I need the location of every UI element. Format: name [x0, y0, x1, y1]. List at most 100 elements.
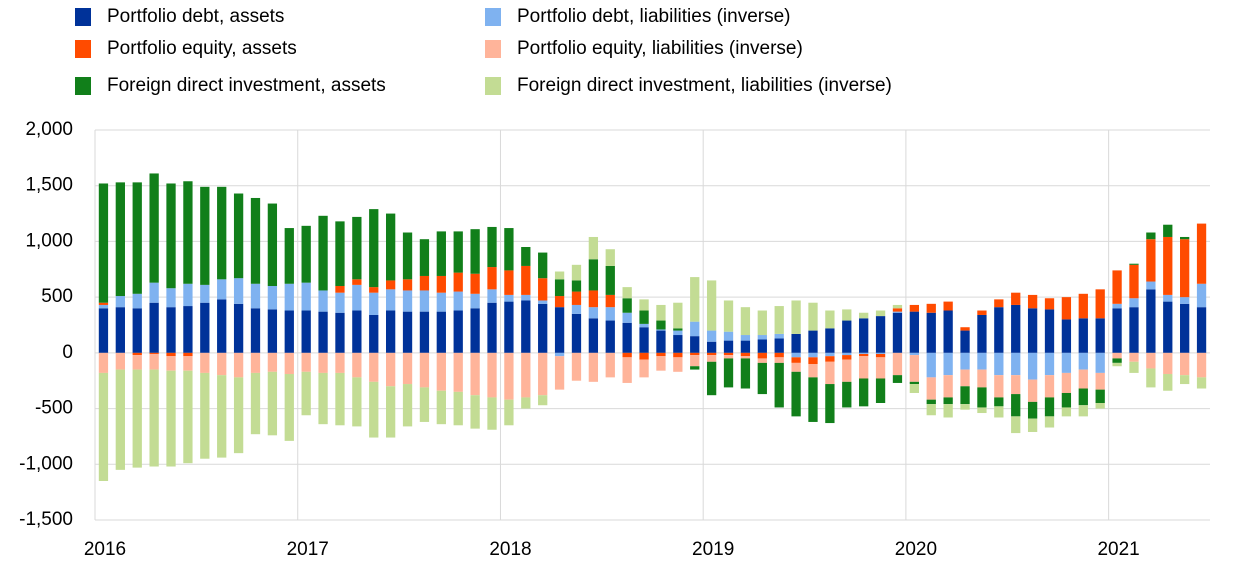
- bar-segment: [1061, 392, 1072, 408]
- bar-segment: [943, 404, 953, 418]
- bar-segment: [723, 331, 734, 341]
- bar-segment: [538, 352, 548, 396]
- legend-label: Foreign direct investment, liabilities (…: [517, 75, 892, 96]
- bar-segment: [791, 352, 801, 358]
- bar-segment: [723, 300, 734, 332]
- bar-segment: [1146, 232, 1156, 240]
- bar-segment: [470, 229, 480, 274]
- bar-segment: [521, 247, 531, 266]
- bar-segment: [149, 369, 159, 467]
- bar-segment: [1011, 416, 1021, 434]
- bar-segment: [639, 327, 649, 353]
- bar-segment: [774, 362, 784, 408]
- bar-segment: [149, 353, 159, 370]
- bar-segment: [385, 280, 396, 290]
- bar-segment: [301, 310, 311, 353]
- bar-segment: [1078, 352, 1088, 370]
- bar-segment: [487, 397, 497, 430]
- bar-segment: [1146, 368, 1156, 388]
- bar-segment: [757, 362, 767, 395]
- bar-segment: [402, 384, 413, 427]
- bar-segment: [1095, 403, 1105, 409]
- bar-segment: [943, 301, 953, 311]
- bar-segment: [1011, 304, 1021, 353]
- bar-segment: [1146, 352, 1156, 369]
- bar-segment: [859, 352, 869, 354]
- bar-segment: [1078, 318, 1088, 353]
- bar-segment: [132, 293, 142, 309]
- bar-segment: [926, 377, 936, 400]
- bar-segment: [1180, 236, 1190, 240]
- bar-segment: [639, 323, 649, 328]
- bar-segment: [859, 312, 869, 319]
- bar-segment: [470, 273, 480, 294]
- bar-segment: [639, 299, 649, 311]
- bar-segment: [622, 357, 632, 383]
- bar-segment: [436, 275, 446, 293]
- bar-segment: [1180, 239, 1190, 298]
- bar-segment: [1129, 298, 1139, 308]
- bar-segment: [98, 308, 109, 353]
- bar-segment: [335, 352, 345, 373]
- bar-segment: [402, 352, 413, 385]
- bar-segment: [909, 352, 920, 356]
- bar-segment: [605, 294, 615, 308]
- bar-segment: [977, 314, 987, 353]
- bar-segment: [284, 310, 294, 353]
- bar-segment: [723, 352, 734, 356]
- bar-segment: [1163, 374, 1173, 391]
- bar-segment: [1061, 372, 1072, 393]
- bar-segment: [723, 355, 734, 359]
- bar-segment: [335, 312, 345, 353]
- bar-segment: [571, 352, 582, 381]
- bar-segment: [757, 339, 767, 353]
- bar-segment: [352, 216, 362, 280]
- bar-segment: [267, 286, 278, 310]
- bar-segment: [656, 356, 666, 371]
- bar-segment: [892, 352, 903, 376]
- bar-segment: [1095, 318, 1105, 353]
- bar-segment: [318, 372, 328, 425]
- bar-segment: [808, 364, 818, 378]
- bar-segment: [132, 308, 142, 353]
- bar-segment: [706, 361, 717, 396]
- bar-segment: [521, 352, 531, 398]
- bar-segment: [1129, 307, 1139, 353]
- bar-segment: [98, 352, 109, 373]
- bar-segment: [588, 236, 599, 260]
- bar-segment: [1027, 418, 1038, 432]
- bar-segment: [352, 352, 362, 378]
- legend-label: Portfolio debt, assets: [107, 6, 284, 27]
- bar-segment: [369, 292, 379, 315]
- bar-segment: [875, 352, 886, 354]
- bar-segment: [521, 265, 531, 295]
- bar-segment: [250, 372, 261, 435]
- bar-segment: [419, 290, 430, 312]
- bar-segment: [791, 333, 801, 353]
- bar-segment: [740, 340, 751, 353]
- bar-segment: [115, 182, 125, 297]
- bar-segment: [943, 310, 953, 353]
- bar-segment: [284, 228, 294, 284]
- legend-label: Portfolio equity, assets: [107, 38, 297, 59]
- bar-segment: [639, 310, 649, 324]
- bar-segment: [98, 183, 109, 303]
- bar-segment: [1196, 223, 1207, 284]
- y-tick-label: -1,000: [19, 453, 73, 474]
- bar-segment: [588, 259, 599, 291]
- bar-segment: [740, 307, 751, 336]
- bar-segment: [706, 280, 717, 331]
- bar-segment: [318, 352, 328, 373]
- bar-segment: [149, 302, 159, 353]
- bar-segment: [538, 300, 548, 304]
- bar-segment: [690, 277, 700, 322]
- bar-segment: [673, 302, 683, 329]
- bar-segment: [521, 300, 531, 353]
- bar-segment: [538, 303, 548, 353]
- bar-segment: [183, 356, 193, 371]
- bar-segment: [504, 352, 514, 400]
- bar-segment: [1146, 239, 1156, 282]
- bar-segment: [504, 294, 514, 302]
- bar-segment: [233, 278, 244, 304]
- bar-segment: [1163, 236, 1173, 295]
